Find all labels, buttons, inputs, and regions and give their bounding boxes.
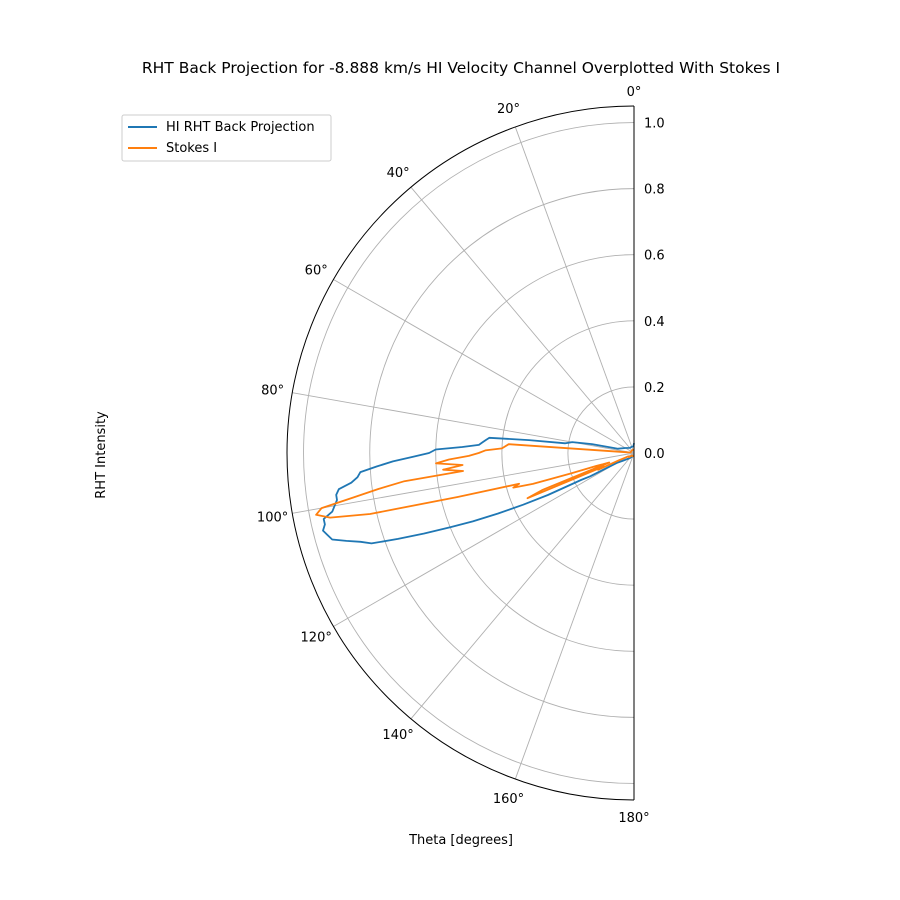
r-grid-circle	[435, 254, 635, 652]
theta-grid-line	[410, 186, 635, 454]
x-axis-label: Theta [degrees]	[408, 833, 513, 848]
theta-tick-label: 80°	[261, 383, 284, 398]
spine-layer	[286, 105, 635, 801]
legend-label-rht: HI RHT Back Projection	[166, 120, 315, 135]
r-grid-circle	[501, 320, 635, 586]
r-grid-circle	[303, 122, 635, 784]
r-tick-label: 0.8	[644, 183, 665, 198]
series-line-rht	[322, 436, 635, 545]
theta-grid-line	[410, 452, 635, 720]
r-tick-label: 0.0	[644, 447, 665, 462]
theta-tick-label: 180°	[618, 811, 649, 826]
r-grid-circle	[567, 386, 635, 520]
theta-tick-label: 140°	[382, 728, 413, 743]
theta-tick-label: 0°	[627, 85, 642, 100]
tick-layer: 0° 20° 40° 60° 80° 100° 120° 140° 160° 180° 0.0 0.2…	[257, 85, 665, 826]
theta-grid-line	[333, 452, 635, 627]
series-layer	[315, 436, 635, 545]
r-tick-label: 0.2	[644, 381, 665, 396]
grid-layer	[292, 122, 635, 784]
theta-grid-line	[292, 452, 635, 514]
theta-tick-label: 40°	[387, 166, 410, 181]
chart-title: RHT Back Projection for -8.888 km/s HI V…	[142, 59, 780, 77]
y-axis-label: RHT Intensity	[94, 411, 109, 499]
theta-tick-label: 160°	[493, 792, 524, 807]
theta-tick-label: 100°	[257, 511, 288, 526]
theta-tick-label: 20°	[497, 102, 520, 117]
r-tick-label: 0.4	[644, 315, 665, 330]
r-tick-label: 0.6	[644, 249, 665, 264]
theta-tick-label: 120°	[301, 631, 332, 646]
legend-label-stokes: Stokes I	[166, 141, 217, 156]
r-tick-label: 1.0	[644, 117, 665, 132]
theta-grid-line	[514, 452, 635, 780]
outer-arc-spine	[286, 105, 635, 801]
theta-tick-label: 60°	[305, 264, 328, 279]
legend: HI RHT Back Projection Stokes I	[121, 114, 332, 162]
theta-grid-line	[333, 279, 635, 454]
series-line-stokes	[315, 443, 635, 519]
legend-frame	[121, 114, 332, 162]
theta-grid-line	[514, 126, 635, 454]
r-grid-circle	[369, 188, 635, 718]
